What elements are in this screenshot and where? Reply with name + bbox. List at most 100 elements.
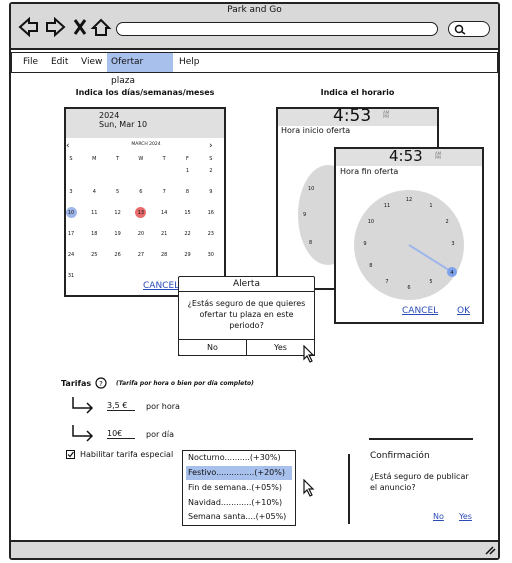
- calendar-day[interactable]: 25: [91, 252, 98, 258]
- menu-view[interactable]: View: [81, 57, 103, 67]
- calendar-day[interactable]: 22: [184, 231, 191, 237]
- confirm-yes-button[interactable]: Yes: [459, 512, 472, 521]
- dial-number: 3: [451, 241, 455, 247]
- calendar-day[interactable]: 31: [67, 273, 75, 279]
- home-icon[interactable]: [90, 18, 112, 36]
- calendar-month-label: MARCH 2024: [131, 142, 161, 147]
- calendar-day[interactable]: 8: [185, 189, 190, 195]
- end-am-pm-toggle[interactable]: AM PM: [435, 151, 442, 160]
- start-am-pm-toggle[interactable]: AM PM: [383, 110, 390, 119]
- mouse-cursor-icon: [303, 479, 315, 497]
- calendar-day[interactable]: 10: [67, 210, 75, 216]
- calendar-day[interactable]: 1: [185, 168, 190, 174]
- close-icon[interactable]: [73, 19, 87, 35]
- dial-number: 6: [407, 285, 411, 291]
- calendar-day[interactable]: 23: [207, 231, 214, 237]
- arrow-return-icon: [72, 397, 94, 414]
- search-icon: [454, 24, 466, 35]
- confirm-top-line: [369, 438, 473, 440]
- calendar-day[interactable]: 15: [184, 210, 191, 216]
- start-time-header: [278, 109, 437, 126]
- clock-hand: 4: [408, 244, 457, 277]
- calendar-day[interactable]: 5: [116, 189, 120, 195]
- alert-message-line: ¿Estás seguro de que quieres: [187, 299, 306, 308]
- start-dial-number: 8: [309, 240, 313, 246]
- time-ok-button[interactable]: OK: [457, 306, 470, 316]
- menu-ofertar-plaza[interactable]: Ofertar plaza: [107, 53, 173, 86]
- alert-yes-button[interactable]: Yes: [246, 339, 315, 356]
- calendar-day[interactable]: 9: [209, 189, 213, 195]
- menu-edit[interactable]: Edit: [51, 57, 69, 67]
- calendar-weekday: T: [116, 156, 120, 162]
- calendar-day[interactable]: 21: [161, 231, 168, 237]
- resize-grip-icon[interactable]: [484, 545, 496, 555]
- dial-number: 5: [429, 279, 433, 286]
- calendar-day[interactable]: 30: [207, 252, 214, 258]
- date-cancel-button[interactable]: CANCEL: [143, 281, 180, 291]
- special-rate-option[interactable]: Semana santa....(+05%): [188, 512, 287, 521]
- day-rate-unit: por día: [146, 430, 175, 439]
- window-title: Park and Go: [227, 5, 282, 15]
- calendar-weekday: F: [186, 156, 189, 162]
- calendar-day[interactable]: 28: [161, 252, 168, 258]
- next-month-button[interactable]: ›: [209, 141, 213, 151]
- calendar-day[interactable]: 29: [184, 252, 191, 258]
- calendar-day[interactable]: 27: [137, 252, 145, 258]
- special-rate-option-selected[interactable]: Festivo...............(+20%): [186, 466, 292, 480]
- confirm-message-line: el anuncio?: [370, 483, 416, 492]
- alert-message-line: ofertar tu plaza en este: [199, 310, 294, 319]
- special-rate-option[interactable]: Fin de semana..(+05%): [188, 483, 282, 492]
- alert-message: ¿Estás seguro de que quieres ofertar tu …: [178, 298, 315, 331]
- calendar-day[interactable]: 20: [137, 231, 145, 237]
- special-rate-option[interactable]: Nocturno..........(+30%): [188, 453, 281, 462]
- confirm-no-button[interactable]: No: [433, 512, 444, 521]
- calendar-day[interactable]: 4: [92, 189, 96, 195]
- calendar-weekday: M: [92, 156, 97, 162]
- special-rate-label: Habilitar tarifa especial: [80, 450, 174, 459]
- calendar-day[interactable]: 12: [114, 210, 121, 216]
- special-rate-dropdown: [182, 450, 296, 526]
- calendar-day[interactable]: 17: [67, 231, 75, 237]
- calendar-day[interactable]: 18: [91, 231, 98, 237]
- calendar-year: 2024: [99, 111, 120, 120]
- time-heading: Indica el horario: [320, 88, 395, 97]
- calendar-day[interactable]: 26: [114, 252, 121, 258]
- menu-file[interactable]: File: [23, 57, 39, 67]
- dial-number: 11: [383, 202, 391, 209]
- back-icon[interactable]: [18, 16, 38, 38]
- calendar-day[interactable]: 2: [209, 168, 213, 174]
- special-rate-checkbox[interactable]: [66, 450, 76, 460]
- search-box[interactable]: [448, 21, 490, 37]
- help-icon[interactable]: ?: [95, 377, 107, 389]
- forward-icon[interactable]: [46, 16, 66, 38]
- prev-month-button[interactable]: ‹: [66, 141, 70, 151]
- navigation-toolbar: [18, 16, 112, 38]
- calendar-day[interactable]: 3: [69, 189, 73, 195]
- time-cancel-button[interactable]: CANCEL: [402, 306, 439, 316]
- dial-number: 2: [445, 219, 449, 225]
- confirm-title: Confirmación: [370, 451, 430, 461]
- calendar-day[interactable]: 14: [161, 210, 168, 216]
- address-bar[interactable]: [116, 22, 438, 36]
- day-rate-input[interactable]: 10€: [107, 429, 135, 439]
- alert-no-button[interactable]: No: [178, 339, 247, 356]
- special-rate-option[interactable]: Navidad............(+10%): [188, 498, 283, 507]
- calendar-day[interactable]: 6: [139, 189, 143, 195]
- calendar-day[interactable]: 11: [91, 210, 98, 216]
- hour-rate-unit: por hora: [146, 402, 180, 411]
- dates-heading: Indica los días/semanas/meses: [75, 88, 215, 97]
- dial-number: 8: [369, 263, 373, 269]
- calendar-day[interactable]: 16: [207, 210, 214, 216]
- calendar-day[interactable]: 24: [67, 252, 75, 258]
- dial-number: 7: [385, 279, 389, 286]
- start-dial-number: 9: [303, 212, 307, 218]
- end-time-label: Hora fin oferta: [340, 167, 399, 176]
- hour-rate-input[interactable]: 3,5 €: [107, 401, 135, 411]
- arrow-return-icon: [72, 425, 94, 442]
- calendar-day[interactable]: 19: [114, 231, 121, 237]
- calendar-day[interactable]: 13: [137, 210, 145, 216]
- confirm-divider: [348, 454, 350, 524]
- calendar-day[interactable]: 7: [162, 189, 166, 195]
- menu-help[interactable]: Help: [179, 57, 200, 67]
- start-dial-number: 10: [308, 186, 315, 192]
